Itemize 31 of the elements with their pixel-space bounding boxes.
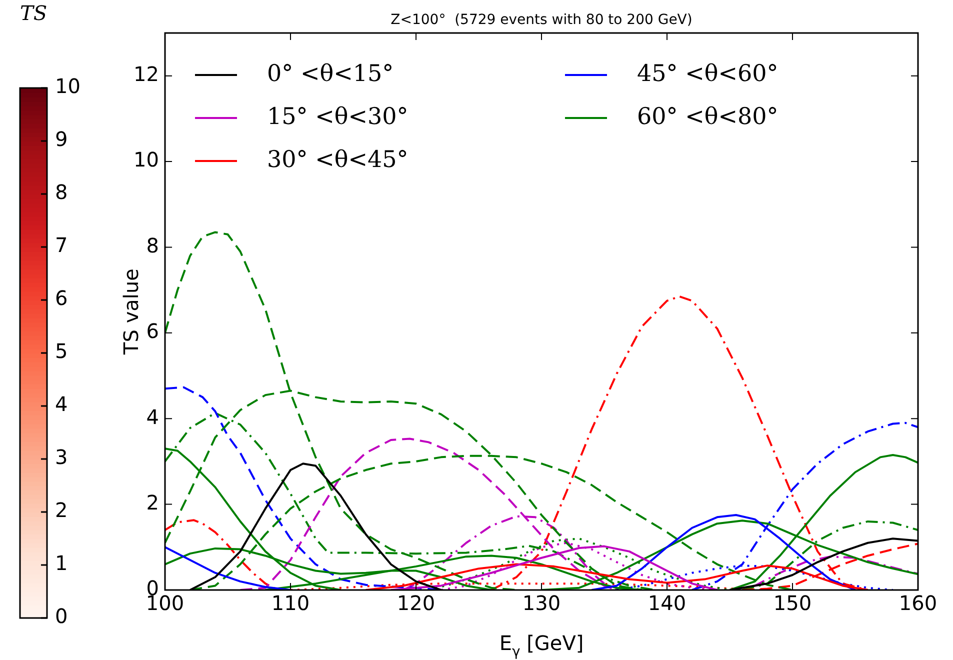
legend-label: 45° <θ<60° — [637, 60, 778, 87]
y-tick-label: 6 — [146, 319, 159, 344]
y-tick-label: 12 — [134, 62, 159, 86]
color-bar-label: 10 — [55, 74, 80, 98]
color-bar-label: 4 — [55, 392, 68, 416]
color-bar-label: 8 — [55, 180, 68, 204]
color-bar-label: 9 — [55, 127, 68, 152]
x-tick-label: 120 — [396, 591, 436, 616]
x-tick-label: 160 — [898, 591, 938, 616]
x-tick-label: 110 — [271, 591, 310, 616]
legend-label: 15° <θ<30° — [267, 104, 408, 130]
color-bar-title: TS — [20, 1, 48, 25]
chart-title: Z<100° (5729 events with 80 to 200 GeV) — [390, 12, 692, 28]
legend-label: 30° <θ<45° — [267, 146, 408, 173]
y-tick-label: 10 — [134, 148, 159, 172]
y-tick-label: 2 — [146, 490, 159, 515]
y-axis-title: TS value — [119, 268, 143, 356]
x-tick-label: 140 — [648, 591, 686, 616]
y-tick-label: 8 — [146, 233, 159, 258]
color-bar-label: 5 — [55, 339, 68, 364]
y-tick-label: 4 — [146, 404, 159, 429]
legend-label: 0° <θ<15° — [267, 60, 394, 87]
color-bar-label: 3 — [55, 445, 68, 470]
color-bar-label: 6 — [55, 286, 68, 310]
legend-label: 60° <θ<80° — [637, 104, 778, 130]
color-bar-label: 0 — [55, 604, 68, 628]
x-tick-label: 150 — [773, 591, 812, 616]
color-bar-label: 1 — [55, 551, 68, 576]
x-tick-label: 130 — [522, 591, 561, 616]
color-bar-label: 2 — [55, 498, 68, 522]
color-bar-label: 7 — [55, 233, 68, 258]
